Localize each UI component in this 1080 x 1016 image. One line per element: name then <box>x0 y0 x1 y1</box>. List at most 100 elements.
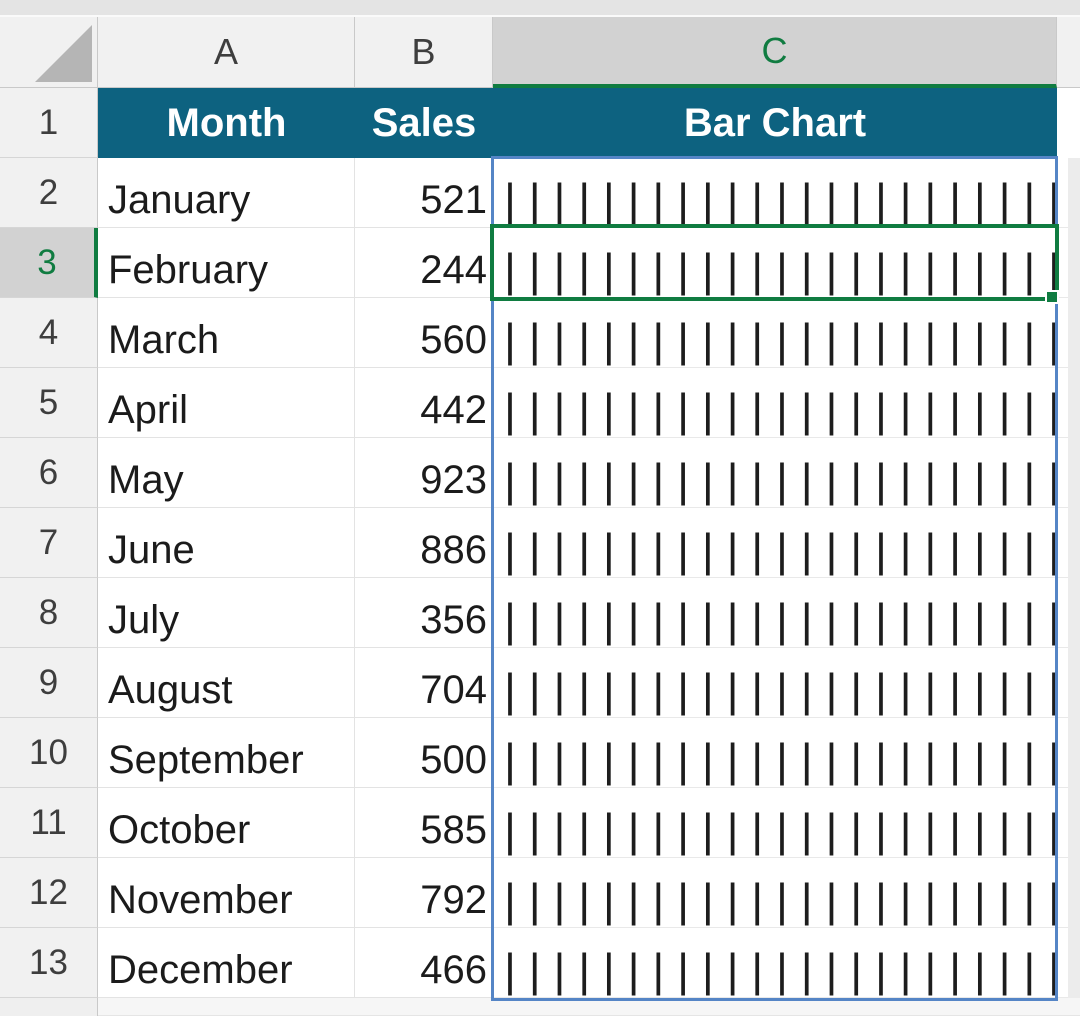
bar-pipes: | | | | | | | | | | | | | | | | | | | | … <box>504 664 1068 716</box>
fill-handle[interactable] <box>1045 290 1059 304</box>
row-header-14-partial[interactable] <box>0 998 98 1016</box>
month-cell[interactable]: January <box>98 158 355 228</box>
table-row: 2 January 521 | | | | | | | | | | | | | … <box>0 158 1080 228</box>
sales-cell[interactable]: 886 <box>355 508 493 578</box>
bar-pipes: | | | | | | | | | | | | | | | | | | | | … <box>504 734 1068 786</box>
month-cell[interactable]: June <box>98 508 355 578</box>
bar-pipes: | | | | | | | | | | | | | | | | | | | | … <box>504 454 1068 506</box>
row-end-filler <box>1068 718 1080 788</box>
bar-chart-cell[interactable]: | | | | | | | | | | | | | | | | | | | | … <box>493 228 1068 298</box>
select-all-corner[interactable] <box>0 17 98 88</box>
month-cell[interactable]: July <box>98 578 355 648</box>
bar-chart-cell[interactable]: | | | | | | | | | | | | | | | | | | | | … <box>493 298 1068 368</box>
table-header-row: 1 Month Sales Bar Chart <box>0 88 1080 158</box>
sales-cell[interactable]: 521 <box>355 158 493 228</box>
sales-cell[interactable]: 560 <box>355 298 493 368</box>
table-row: 12 November 792 | | | | | | | | | | | | … <box>0 858 1080 928</box>
bar-chart-cell[interactable]: | | | | | | | | | | | | | | | | | | | | … <box>493 648 1068 718</box>
month-cell[interactable]: November <box>98 858 355 928</box>
data-rows: 2 January 521 | | | | | | | | | | | | | … <box>0 158 1080 998</box>
sales-cell[interactable]: 704 <box>355 648 493 718</box>
row-header[interactable]: 4 <box>0 298 98 368</box>
row-end-filler <box>1057 88 1080 158</box>
header-cell-sales[interactable]: Sales <box>355 88 493 158</box>
row-end-filler <box>1068 298 1080 368</box>
sales-cell[interactable]: 356 <box>355 578 493 648</box>
sales-cell[interactable]: 923 <box>355 438 493 508</box>
row-end-filler <box>1068 928 1080 998</box>
month-cell[interactable]: September <box>98 718 355 788</box>
month-cell[interactable]: March <box>98 298 355 368</box>
table-row: 4 March 560 | | | | | | | | | | | | | | … <box>0 298 1080 368</box>
row-header[interactable]: 10 <box>0 718 98 788</box>
bar-pipes: | | | | | | | | | | | | | | | | | | | | … <box>504 944 1068 996</box>
month-cell[interactable]: December <box>98 928 355 998</box>
sales-cell[interactable]: 442 <box>355 368 493 438</box>
table-row: 11 October 585 | | | | | | | | | | | | |… <box>0 788 1080 858</box>
table-row: 10 September 500 | | | | | | | | | | | |… <box>0 718 1080 788</box>
row-header[interactable]: 8 <box>0 578 98 648</box>
month-cell[interactable]: October <box>98 788 355 858</box>
row-end-filler <box>1068 788 1080 858</box>
bar-pipes: | | | | | | | | | | | | | | | | | | | | … <box>504 244 1068 296</box>
select-all-triangle-icon <box>35 25 92 82</box>
row-end-filler <box>1068 368 1080 438</box>
table-row: 5 April 442 | | | | | | | | | | | | | | … <box>0 368 1080 438</box>
bar-chart-cell[interactable]: | | | | | | | | | | | | | | | | | | | | … <box>493 858 1068 928</box>
row-end-filler <box>1068 578 1080 648</box>
sales-cell[interactable]: 244 <box>355 228 493 298</box>
header-cell-month[interactable]: Month <box>98 88 355 158</box>
row-header[interactable]: 7 <box>0 508 98 578</box>
partial-row-14 <box>0 998 1080 1016</box>
row-end-filler <box>1068 508 1080 578</box>
row-header[interactable]: 11 <box>0 788 98 858</box>
row-header[interactable]: 6 <box>0 438 98 508</box>
sales-cell[interactable]: 500 <box>355 718 493 788</box>
bar-pipes: | | | | | | | | | | | | | | | | | | | | … <box>504 174 1068 226</box>
sales-cell[interactable]: 585 <box>355 788 493 858</box>
column-header-c[interactable]: C <box>493 17 1057 88</box>
table-row: 9 August 704 | | | | | | | | | | | | | |… <box>0 648 1080 718</box>
bar-pipes: | | | | | | | | | | | | | | | | | | | | … <box>504 314 1068 366</box>
top-strip <box>0 0 1080 15</box>
row-header[interactable]: 12 <box>0 858 98 928</box>
row-end-filler <box>1068 158 1080 228</box>
bar-chart-cell[interactable]: | | | | | | | | | | | | | | | | | | | | … <box>493 368 1068 438</box>
bar-chart-cell[interactable]: | | | | | | | | | | | | | | | | | | | | … <box>493 718 1068 788</box>
row-end-filler <box>1068 648 1080 718</box>
bar-chart-cell[interactable]: | | | | | | | | | | | | | | | | | | | | … <box>493 508 1068 578</box>
bar-chart-cell[interactable]: | | | | | | | | | | | | | | | | | | | | … <box>493 578 1068 648</box>
table-row: 13 December 466 | | | | | | | | | | | | … <box>0 928 1080 998</box>
header-cell-bar-chart[interactable]: Bar Chart <box>493 88 1057 158</box>
row-header[interactable]: 13 <box>0 928 98 998</box>
row-header[interactable]: 2 <box>0 158 98 228</box>
column-header-b[interactable]: B <box>355 17 493 88</box>
column-header-a[interactable]: A <box>98 17 355 88</box>
bar-chart-cell[interactable]: | | | | | | | | | | | | | | | | | | | | … <box>493 438 1068 508</box>
row-header[interactable]: 9 <box>0 648 98 718</box>
bar-chart-cell[interactable]: | | | | | | | | | | | | | | | | | | | | … <box>493 928 1068 998</box>
bar-pipes: | | | | | | | | | | | | | | | | | | | | … <box>504 384 1068 436</box>
table-row: 7 June 886 | | | | | | | | | | | | | | |… <box>0 508 1080 578</box>
row-header[interactable]: 3 <box>0 228 98 298</box>
row-header[interactable]: 5 <box>0 368 98 438</box>
month-cell[interactable]: August <box>98 648 355 718</box>
month-cell[interactable]: February <box>98 228 355 298</box>
table-row: 8 July 356 | | | | | | | | | | | | | | |… <box>0 578 1080 648</box>
month-cell[interactable]: April <box>98 368 355 438</box>
sales-cell[interactable]: 466 <box>355 928 493 998</box>
bar-pipes: | | | | | | | | | | | | | | | | | | | | … <box>504 874 1068 926</box>
column-header-sliver <box>1057 17 1080 88</box>
row-header-1[interactable]: 1 <box>0 88 98 158</box>
bar-pipes: | | | | | | | | | | | | | | | | | | | | … <box>504 804 1068 856</box>
month-cell[interactable]: May <box>98 438 355 508</box>
partial-cells <box>98 998 1080 1016</box>
column-headers-row: A B C <box>0 15 1080 88</box>
bar-chart-cell[interactable]: | | | | | | | | | | | | | | | | | | | | … <box>493 158 1068 228</box>
sales-cell[interactable]: 792 <box>355 858 493 928</box>
table-row: 6 May 923 | | | | | | | | | | | | | | | … <box>0 438 1080 508</box>
row-end-filler <box>1068 858 1080 928</box>
row-end-filler <box>1068 228 1080 298</box>
bar-chart-cell[interactable]: | | | | | | | | | | | | | | | | | | | | … <box>493 788 1068 858</box>
